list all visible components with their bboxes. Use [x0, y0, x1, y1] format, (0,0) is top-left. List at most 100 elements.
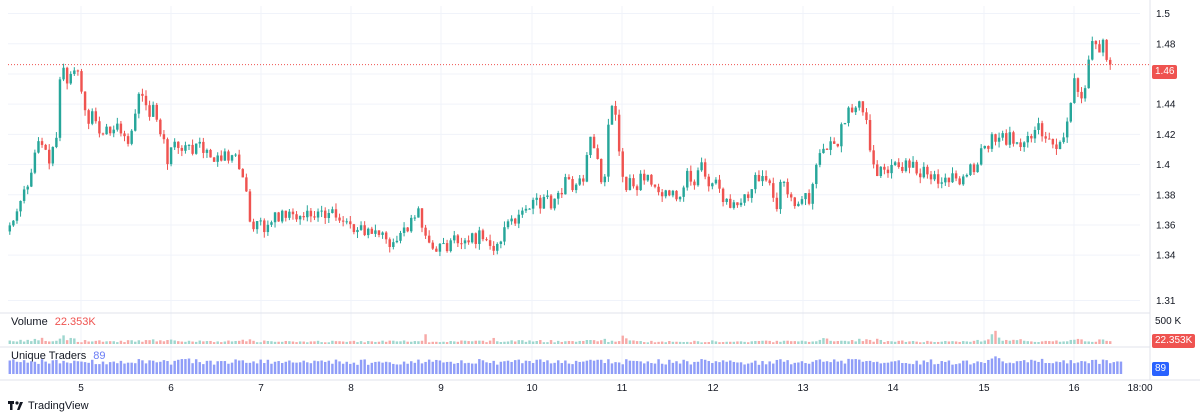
traders-bar [736, 362, 739, 374]
candle-body [962, 176, 965, 185]
candle-body [19, 200, 22, 212]
candle-body [517, 214, 520, 224]
volume-bar [374, 341, 377, 344]
volume-bar [1015, 340, 1019, 344]
candle-body [26, 186, 29, 190]
candle [263, 218, 266, 238]
candle [230, 154, 234, 163]
candle [359, 221, 363, 231]
volume-bar [116, 342, 119, 344]
volume-bar [19, 339, 22, 344]
last-price-badge: 1.46 [1152, 65, 1178, 79]
volume-bar [101, 341, 105, 344]
candle-body [528, 208, 531, 210]
candle-body [908, 160, 911, 168]
candle-body [1015, 142, 1019, 144]
candle-body [510, 218, 513, 222]
candle-body [402, 227, 406, 233]
traders-bar [617, 362, 621, 374]
candle [191, 139, 194, 156]
candle-body [643, 173, 646, 181]
volume-bar [542, 342, 546, 344]
candle [30, 168, 33, 188]
candle-body [1098, 44, 1101, 53]
volume-bar [1051, 341, 1055, 344]
volume-bar [496, 341, 499, 344]
traders-bar [861, 361, 865, 374]
volume-bar [1098, 339, 1101, 344]
candle-body [130, 130, 133, 144]
candle [1051, 138, 1055, 149]
candle-body [169, 147, 173, 165]
candle-body [944, 177, 947, 183]
candle [499, 240, 503, 249]
volume-legend-label: Volume [11, 316, 48, 328]
traders-bar [1030, 359, 1033, 374]
candle-body [1101, 39, 1105, 53]
candle [764, 170, 768, 182]
candle [703, 158, 707, 180]
candle [341, 216, 345, 227]
candle-body [302, 216, 305, 218]
traders-bar [227, 363, 230, 374]
traders-bar [212, 364, 216, 374]
candle-body [1040, 123, 1044, 137]
candle-body [173, 141, 176, 148]
traders-bar [198, 362, 201, 374]
traders-bar [402, 361, 406, 374]
volume-bar [825, 338, 829, 344]
candle [1108, 57, 1112, 70]
volume-bar [248, 339, 252, 344]
volume-bar [936, 341, 940, 344]
tradingview-logo[interactable]: TradingView [8, 400, 89, 412]
candle [277, 211, 280, 222]
volume-bar [148, 340, 151, 344]
volume-bar [424, 334, 427, 344]
candle [12, 220, 15, 227]
volume-legend: Volume 22.353K [11, 316, 96, 328]
candle-body [377, 230, 381, 235]
traders-bar [69, 363, 72, 374]
volume-bar [216, 341, 219, 344]
traders-bar [155, 362, 158, 374]
traders-bar [1080, 361, 1083, 374]
traders-bar [116, 363, 119, 374]
traders-bar [517, 359, 520, 374]
volume-bar [48, 341, 51, 344]
candle-body [617, 114, 621, 152]
volume-bar [997, 337, 1001, 344]
traders-bar [259, 359, 262, 374]
candle [1055, 138, 1058, 155]
traders-bar [270, 363, 273, 374]
traders-bar [1005, 363, 1008, 374]
volume-bar [166, 340, 169, 344]
candle-body [1005, 133, 1008, 145]
candle-body [689, 170, 693, 182]
volume-bar [12, 341, 15, 344]
candle [1105, 39, 1108, 62]
candle [130, 129, 133, 146]
candle [492, 241, 495, 256]
candle [220, 150, 223, 162]
volume-bar [797, 341, 800, 344]
traders-bar [119, 360, 123, 374]
traders-bar [241, 360, 244, 374]
candle [729, 194, 732, 209]
candle [212, 156, 216, 162]
candle-body [456, 235, 460, 244]
candle-body [1044, 136, 1047, 139]
candle [868, 114, 872, 153]
candle [1026, 131, 1029, 148]
candle-body [761, 176, 764, 182]
candle [725, 198, 728, 205]
candle [528, 208, 531, 210]
volume-bar [1033, 341, 1037, 344]
candle [686, 168, 689, 191]
candle-body [632, 178, 635, 187]
candle [521, 207, 524, 218]
traders-bar [1012, 363, 1015, 374]
volume-bar [904, 341, 908, 344]
traders-bar [775, 359, 779, 374]
volume-bar [463, 340, 467, 344]
